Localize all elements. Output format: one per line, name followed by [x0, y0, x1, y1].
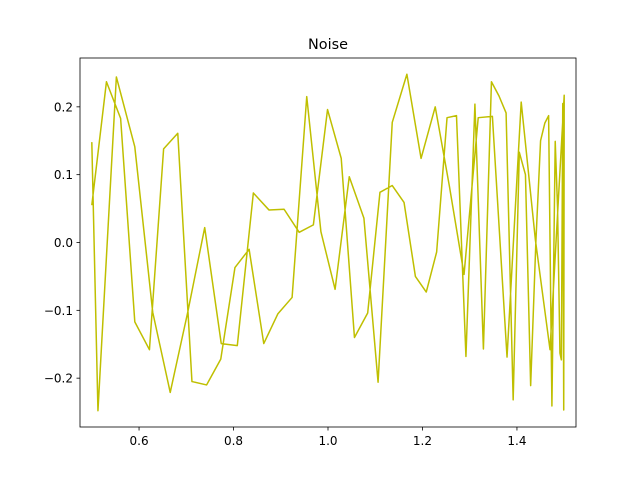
- y-tick-label: 0.2: [54, 100, 73, 114]
- x-axis: 0.6 0.8 1.0 1.2 1.4: [130, 427, 526, 448]
- x-tick-label: 0.6: [130, 434, 149, 448]
- x-tick-label: 1.0: [318, 434, 337, 448]
- x-tick-label: 1.4: [507, 434, 526, 448]
- y-tick-label: 0.0: [54, 236, 73, 250]
- x-tick-label: 1.2: [413, 434, 432, 448]
- y-tick-label: −0.1: [44, 304, 73, 318]
- y-axis: −0.2 −0.1 0.0 0.1 0.2: [44, 100, 80, 386]
- y-tick-label: 0.1: [54, 168, 73, 182]
- chart-title: Noise: [308, 37, 348, 53]
- y-tick-label: −0.2: [44, 372, 73, 386]
- series-line-0: [91, 73, 565, 412]
- x-tick-label: 0.8: [224, 434, 243, 448]
- axes-frame: [79, 57, 577, 428]
- plot-area: [91, 73, 565, 412]
